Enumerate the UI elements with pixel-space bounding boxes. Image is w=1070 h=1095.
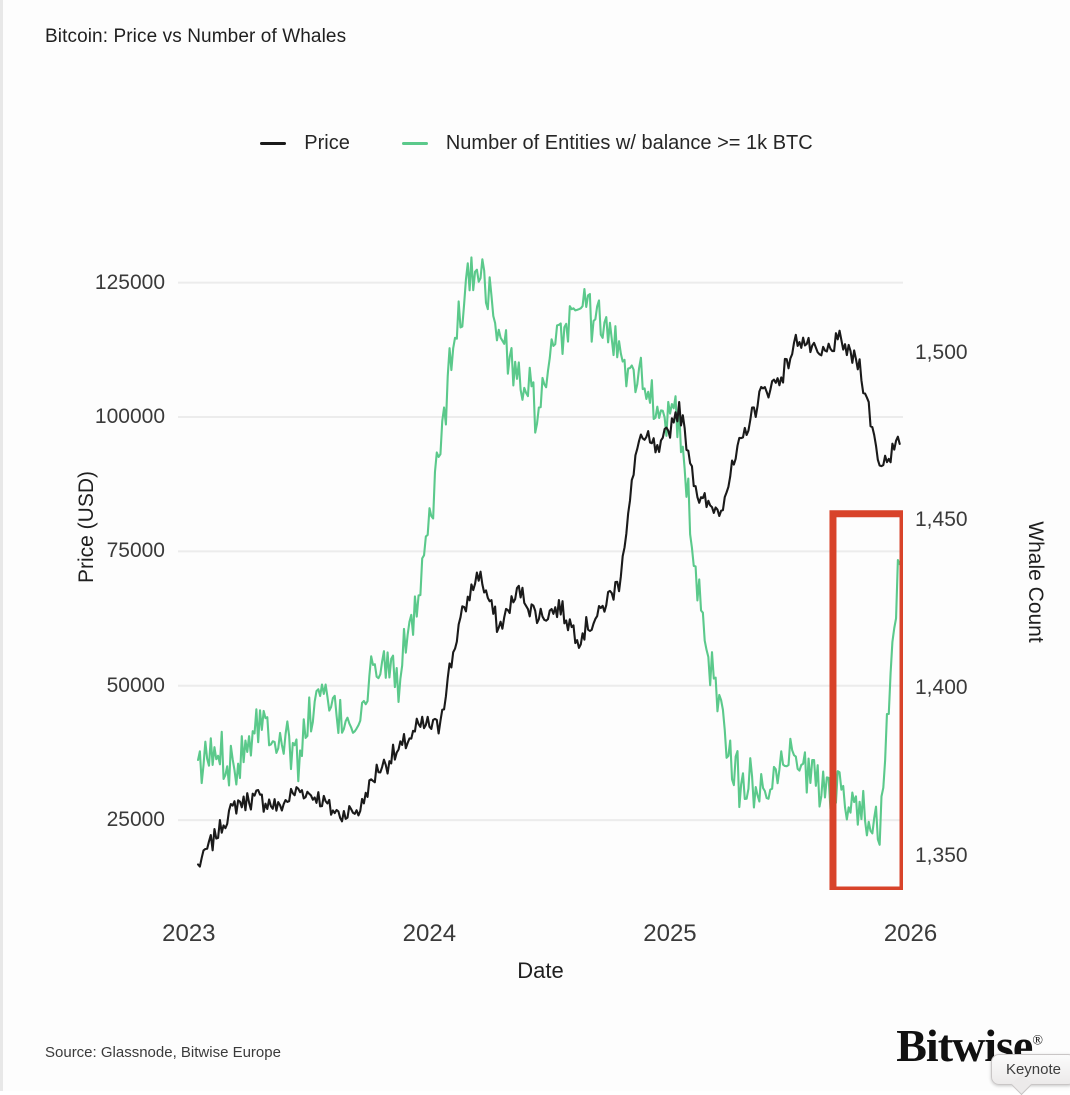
chart-svg bbox=[178, 256, 903, 890]
y-axis-right-ticks: 1,350 1,400 1,450 1,500 bbox=[915, 245, 1035, 890]
y-axis-right-title: Whale Count bbox=[1024, 521, 1047, 643]
y-axis-right-tick-label: 1,450 bbox=[915, 508, 968, 532]
x-axis-tick-label: 2024 bbox=[402, 920, 457, 947]
y-axis-left-tick-label: 75000 bbox=[106, 539, 165, 563]
source-note: Source: Glassnode, Bitwise Europe bbox=[45, 1044, 281, 1061]
whale-count-line bbox=[197, 256, 901, 846]
x-axis-tick-label: 2025 bbox=[643, 920, 697, 947]
x-axis-tick-label: 2023 bbox=[162, 920, 216, 947]
whale-count-spike-highlight bbox=[829, 510, 903, 890]
legend-item-price[interactable]: Price bbox=[260, 132, 350, 155]
chart-legend: Price Number of Entities w/ balance >= 1… bbox=[3, 132, 1070, 155]
y-axis-right-tick-label: 1,350 bbox=[915, 844, 968, 868]
y-axis-left-ticks: 25000 50000 75000 100000 125000 bbox=[45, 245, 165, 890]
legend-label-whales: Number of Entities w/ balance >= 1k BTC bbox=[445, 132, 813, 154]
chart-title: Bitcoin: Price vs Number of Whales bbox=[45, 26, 347, 47]
x-axis-tick-label: 2026 bbox=[883, 920, 938, 947]
dash-icon bbox=[260, 142, 287, 145]
keynote-tooltip[interactable]: Keynote bbox=[990, 1054, 1070, 1085]
legend-label-price: Price bbox=[304, 132, 350, 154]
dash-icon bbox=[401, 142, 428, 145]
y-axis-right-tick-label: 1,400 bbox=[915, 676, 968, 700]
y-axis-left-tick-label: 25000 bbox=[106, 808, 165, 832]
y-axis-right-tick-label: 1,500 bbox=[915, 340, 968, 364]
price-line bbox=[197, 329, 901, 868]
y-axis-left-tick-label: 100000 bbox=[94, 405, 165, 428]
x-axis-title: Date bbox=[517, 958, 564, 983]
y-axis-left-tick-label: 50000 bbox=[106, 673, 165, 697]
plot-area bbox=[178, 245, 903, 890]
y-axis-left-title: Price (USD) bbox=[75, 471, 98, 584]
x-axis-ticks: 2023 2024 2025 2026 bbox=[162, 920, 937, 954]
legend-item-whales[interactable]: Number of Entities w/ balance >= 1k BTC bbox=[401, 132, 813, 155]
gridlines bbox=[178, 281, 903, 822]
y-axis-left-tick-label: 125000 bbox=[94, 270, 165, 294]
registered-mark-icon: ® bbox=[1032, 1033, 1043, 1049]
